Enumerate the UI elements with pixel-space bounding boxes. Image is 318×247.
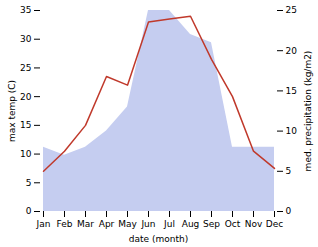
svg-text:5: 5 xyxy=(286,166,292,176)
svg-text:Jan: Jan xyxy=(36,219,51,229)
svg-text:date (month): date (month) xyxy=(129,234,188,244)
svg-text:15: 15 xyxy=(20,120,31,130)
svg-text:10: 10 xyxy=(20,149,32,159)
svg-text:Dec: Dec xyxy=(266,219,283,229)
svg-text:Sep: Sep xyxy=(203,219,220,229)
svg-text:30: 30 xyxy=(20,34,32,44)
svg-text:20: 20 xyxy=(20,92,32,102)
svg-text:15: 15 xyxy=(286,86,297,96)
svg-text:max temp (C): max temp (C) xyxy=(7,80,17,142)
svg-text:Jun: Jun xyxy=(140,219,155,229)
svg-text:5: 5 xyxy=(26,178,32,188)
svg-text:0: 0 xyxy=(286,206,292,216)
svg-text:May: May xyxy=(118,219,137,229)
svg-text:25: 25 xyxy=(20,63,31,73)
svg-text:Feb: Feb xyxy=(57,219,73,229)
svg-text:0: 0 xyxy=(26,206,32,216)
svg-text:35: 35 xyxy=(20,5,31,15)
svg-text:Jul: Jul xyxy=(163,219,175,229)
svg-text:10: 10 xyxy=(286,126,298,136)
svg-text:Mar: Mar xyxy=(77,219,94,229)
svg-text:25: 25 xyxy=(286,5,297,15)
svg-text:20: 20 xyxy=(286,46,298,56)
svg-text:Aug: Aug xyxy=(182,219,200,229)
svg-text:Nov: Nov xyxy=(245,219,263,229)
svg-text:Oct: Oct xyxy=(225,219,241,229)
svg-text:Apr: Apr xyxy=(99,219,115,229)
svg-text:med. precipitation (kg/m2): med. precipitation (kg/m2) xyxy=(303,51,313,172)
